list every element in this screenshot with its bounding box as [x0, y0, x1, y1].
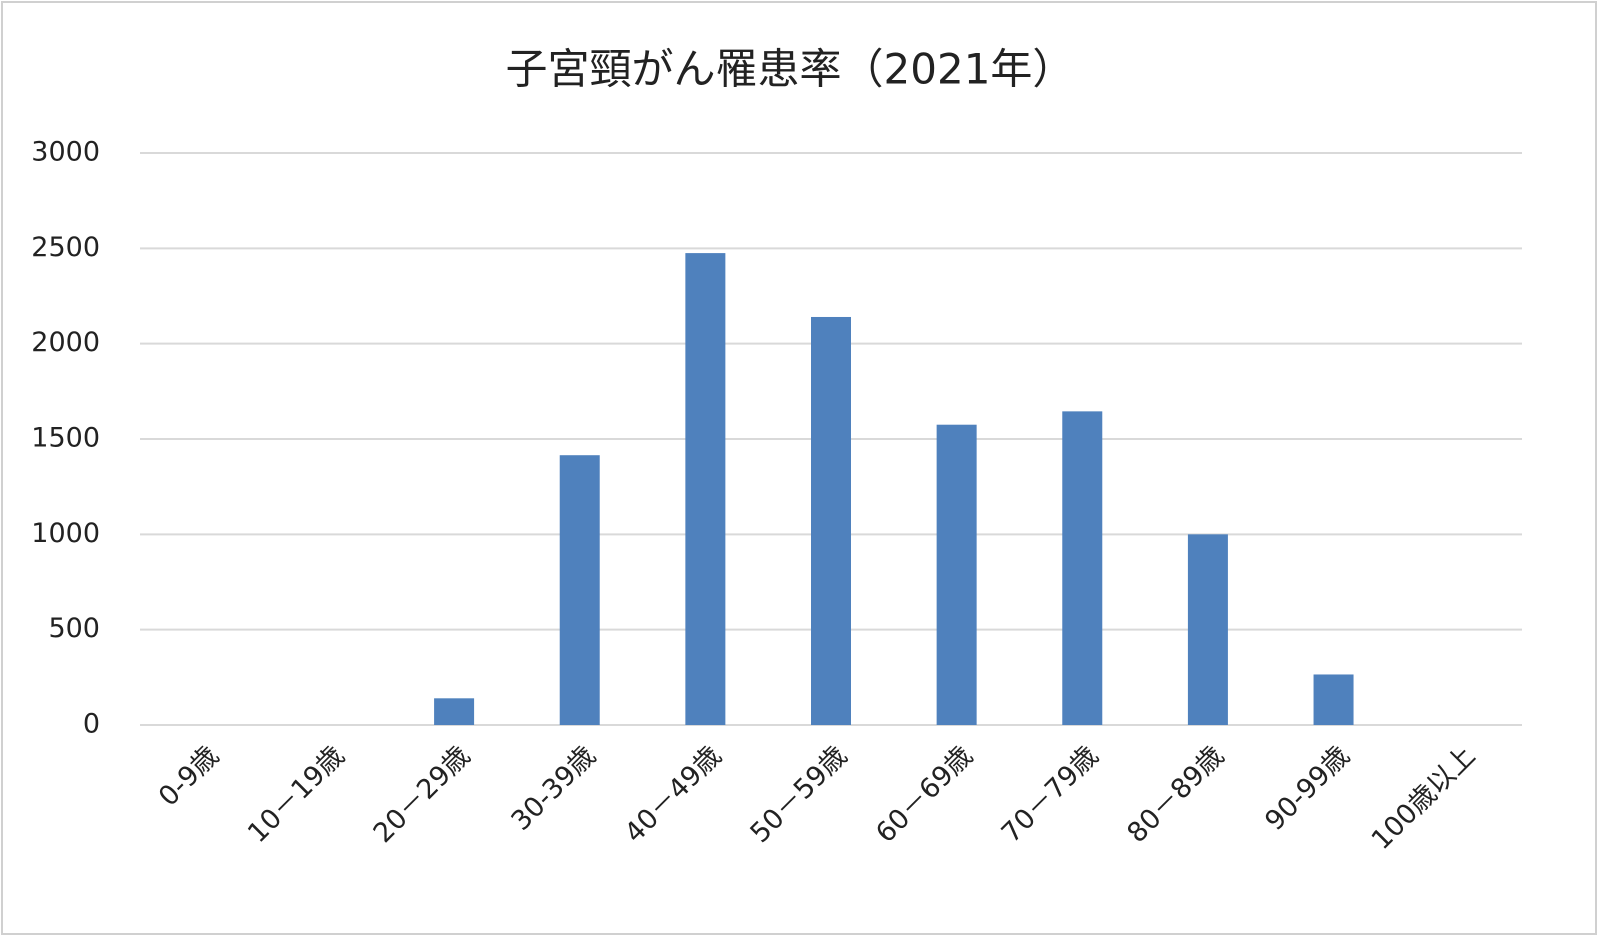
bar [1187, 534, 1228, 725]
bar [434, 698, 475, 725]
bar [811, 316, 851, 725]
bar [1062, 411, 1103, 725]
bar [559, 455, 600, 725]
y-tick-label: 0 [83, 709, 100, 740]
bar [936, 424, 977, 725]
bar [1313, 674, 1354, 725]
y-tick-label: 1000 [31, 518, 100, 549]
bar [685, 253, 726, 725]
y-tick-label: 2000 [31, 327, 100, 358]
y-tick-label: 500 [48, 613, 100, 644]
y-tick-label: 2500 [31, 232, 100, 263]
chart-title: 子宮頸がん罹患率（2021年） [506, 45, 1075, 94]
y-tick-label: 3000 [31, 137, 100, 168]
y-tick-label: 1500 [31, 423, 100, 454]
